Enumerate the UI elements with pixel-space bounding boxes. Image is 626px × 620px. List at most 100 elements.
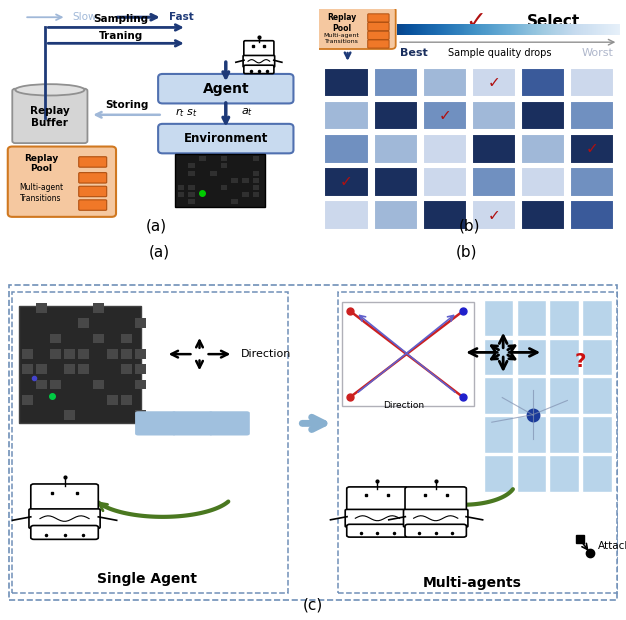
FancyBboxPatch shape [13,89,88,143]
Text: Multi-agent
Transitions: Multi-agent Transitions [19,184,63,203]
FancyBboxPatch shape [521,68,565,97]
FancyBboxPatch shape [550,455,579,492]
Text: ✓: ✓ [438,108,451,123]
Text: Fast: Fast [168,12,193,22]
FancyBboxPatch shape [570,134,614,164]
FancyBboxPatch shape [244,41,274,57]
FancyBboxPatch shape [582,300,612,337]
FancyBboxPatch shape [135,411,176,435]
FancyBboxPatch shape [570,101,614,130]
FancyBboxPatch shape [78,364,90,374]
Text: Select: Select [527,14,580,29]
FancyBboxPatch shape [175,154,265,206]
FancyBboxPatch shape [78,318,90,328]
FancyBboxPatch shape [374,101,418,130]
FancyBboxPatch shape [337,292,617,593]
FancyBboxPatch shape [242,192,249,197]
Text: Slow: Slow [73,12,97,22]
FancyBboxPatch shape [121,364,132,374]
FancyBboxPatch shape [483,339,513,375]
FancyBboxPatch shape [19,306,141,423]
FancyBboxPatch shape [347,487,408,512]
FancyBboxPatch shape [31,526,98,539]
FancyBboxPatch shape [188,185,195,190]
FancyBboxPatch shape [374,68,418,97]
FancyBboxPatch shape [570,167,614,197]
FancyBboxPatch shape [135,379,146,389]
FancyBboxPatch shape [423,167,467,197]
Text: Multi-agents: Multi-agents [423,575,522,590]
FancyBboxPatch shape [121,395,132,405]
FancyBboxPatch shape [516,455,546,492]
FancyBboxPatch shape [135,349,146,358]
Text: ✓: ✓ [465,10,486,33]
FancyBboxPatch shape [423,134,467,164]
FancyBboxPatch shape [253,156,259,161]
FancyBboxPatch shape [324,101,369,130]
FancyBboxPatch shape [342,302,475,406]
FancyBboxPatch shape [324,134,369,164]
Text: ✓: ✓ [340,174,353,190]
Text: Replay
Buffer: Replay Buffer [30,106,69,128]
Text: Sample quality drops: Sample quality drops [448,48,552,58]
FancyBboxPatch shape [106,349,118,358]
FancyBboxPatch shape [188,192,195,197]
Text: ✓: ✓ [488,75,500,90]
FancyBboxPatch shape [79,200,106,210]
FancyBboxPatch shape [21,395,33,405]
Text: (a): (a) [146,219,167,234]
FancyBboxPatch shape [253,185,259,190]
Text: Traning: Traning [98,30,143,40]
FancyBboxPatch shape [13,292,289,593]
FancyBboxPatch shape [367,14,389,22]
FancyBboxPatch shape [570,200,614,230]
FancyBboxPatch shape [347,525,408,537]
FancyBboxPatch shape [79,186,106,197]
Text: Agent: Agent [202,82,249,95]
FancyBboxPatch shape [582,339,612,375]
FancyBboxPatch shape [21,349,33,358]
FancyBboxPatch shape [29,509,100,528]
FancyBboxPatch shape [93,379,103,389]
Text: Sampling: Sampling [93,14,148,24]
FancyBboxPatch shape [423,101,467,130]
FancyBboxPatch shape [220,185,227,190]
FancyBboxPatch shape [79,172,106,183]
FancyBboxPatch shape [188,170,195,175]
FancyBboxPatch shape [64,349,75,358]
FancyBboxPatch shape [232,178,238,183]
FancyBboxPatch shape [516,339,546,375]
Ellipse shape [15,84,85,95]
Text: ?: ? [574,352,585,371]
FancyBboxPatch shape [79,157,106,167]
FancyBboxPatch shape [516,378,546,414]
Text: (c): (c) [303,597,323,612]
Text: Single Agent: Single Agent [98,572,197,586]
FancyBboxPatch shape [472,200,516,230]
FancyBboxPatch shape [78,349,90,358]
FancyBboxPatch shape [232,200,238,205]
FancyBboxPatch shape [521,167,565,197]
FancyBboxPatch shape [345,510,409,527]
FancyBboxPatch shape [106,395,118,405]
Text: Direction: Direction [383,401,424,410]
FancyBboxPatch shape [178,192,184,197]
FancyBboxPatch shape [178,185,184,190]
Text: (b): (b) [456,244,477,259]
FancyBboxPatch shape [472,134,516,164]
Text: (b): (b) [459,219,480,234]
FancyBboxPatch shape [199,156,206,161]
FancyBboxPatch shape [521,134,565,164]
FancyBboxPatch shape [582,455,612,492]
FancyBboxPatch shape [208,411,250,435]
Text: $r_t\ s_t$: $r_t\ s_t$ [175,106,197,119]
Text: Direction: Direction [240,349,291,359]
FancyBboxPatch shape [121,334,132,343]
FancyBboxPatch shape [374,200,418,230]
FancyBboxPatch shape [253,192,259,197]
FancyBboxPatch shape [9,285,617,600]
FancyBboxPatch shape [188,200,195,205]
FancyBboxPatch shape [483,300,513,337]
FancyBboxPatch shape [582,378,612,414]
FancyBboxPatch shape [121,349,132,358]
